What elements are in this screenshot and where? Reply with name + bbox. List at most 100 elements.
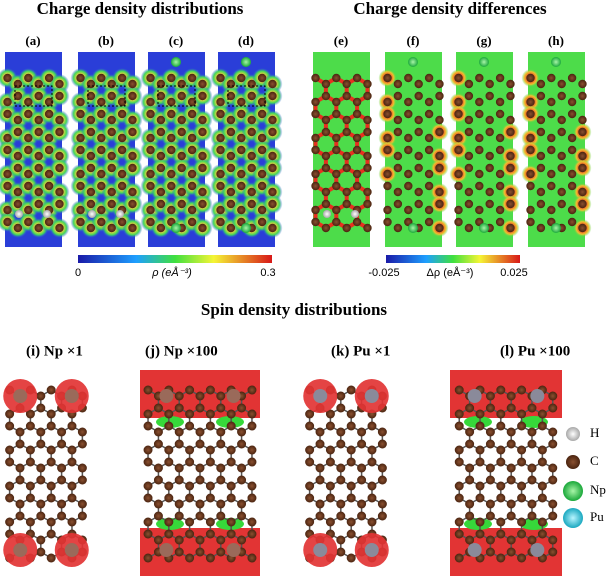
atom [311, 73, 320, 83]
atom [177, 187, 186, 197]
atom [57, 499, 67, 509]
highlight-box [87, 85, 126, 107]
atom [216, 97, 225, 107]
atom [517, 385, 527, 395]
atom [496, 493, 506, 503]
atom [336, 463, 346, 473]
atom [454, 73, 463, 83]
atom [156, 199, 166, 209]
atom [187, 109, 197, 119]
atom [24, 169, 33, 179]
colorbar [78, 255, 272, 263]
atom [174, 475, 184, 485]
atom [156, 163, 166, 173]
atom [117, 169, 127, 179]
atom [311, 109, 320, 119]
atom [346, 457, 356, 467]
atom [567, 217, 577, 227]
atom [342, 127, 351, 137]
atom [377, 463, 387, 473]
atom [268, 163, 277, 173]
atom [496, 457, 506, 467]
atom [557, 115, 566, 125]
atom [506, 511, 516, 521]
atom [465, 439, 475, 449]
atom [485, 535, 495, 545]
legend-marker [566, 455, 580, 469]
atom [526, 133, 535, 143]
atom [216, 145, 225, 155]
atom [363, 223, 372, 233]
atom [363, 91, 372, 101]
atom [311, 181, 320, 191]
atom [506, 439, 516, 449]
atom [475, 421, 485, 431]
atom [76, 181, 85, 191]
atom [526, 217, 535, 227]
atom [383, 73, 392, 83]
atom [332, 73, 341, 83]
atom [517, 409, 527, 419]
panel-label: (l) Pu ×100 [500, 343, 570, 359]
atom [346, 421, 356, 431]
atom [143, 529, 153, 539]
atom [485, 499, 495, 509]
atom [226, 445, 236, 455]
atom [527, 403, 537, 413]
atom [464, 79, 474, 89]
atom [414, 199, 423, 209]
atom [383, 181, 392, 191]
atom [237, 535, 247, 545]
panel [378, 52, 449, 247]
atom [393, 115, 403, 125]
atom [357, 499, 367, 509]
atom [495, 169, 505, 179]
atom [67, 481, 77, 491]
panel [140, 370, 260, 576]
atom [321, 115, 331, 125]
atom [216, 463, 226, 473]
atom [454, 445, 464, 455]
atom [67, 517, 77, 527]
atom [557, 151, 566, 161]
atom [424, 181, 434, 191]
atom [13, 389, 28, 403]
atom [185, 481, 195, 491]
atom [86, 91, 96, 101]
atom [475, 109, 484, 119]
atom [226, 493, 236, 503]
atom [226, 457, 236, 467]
atom [578, 199, 587, 209]
atom [377, 439, 387, 449]
atom [195, 547, 205, 557]
atom [321, 151, 331, 161]
atom [506, 463, 516, 473]
atom [268, 115, 277, 125]
atom [187, 145, 197, 155]
atom [128, 223, 137, 233]
atom [195, 439, 205, 449]
atom [435, 187, 444, 197]
atom [321, 187, 331, 197]
atom [5, 445, 15, 455]
atom [257, 97, 267, 107]
atom [143, 517, 153, 527]
atom [36, 391, 46, 401]
atom [257, 133, 267, 143]
atom [226, 543, 241, 557]
atom [357, 427, 367, 437]
legend-label: C [590, 453, 599, 468]
atom [268, 91, 277, 101]
atom [336, 547, 346, 557]
atom [143, 385, 153, 395]
atom [526, 73, 535, 83]
atom [237, 499, 247, 509]
atom [107, 163, 116, 173]
atom [64, 389, 79, 403]
atom [517, 457, 527, 467]
atom [156, 187, 166, 197]
atom [346, 385, 356, 395]
atom [185, 553, 195, 563]
panel-label: (a) [25, 33, 40, 48]
atom [205, 493, 215, 503]
